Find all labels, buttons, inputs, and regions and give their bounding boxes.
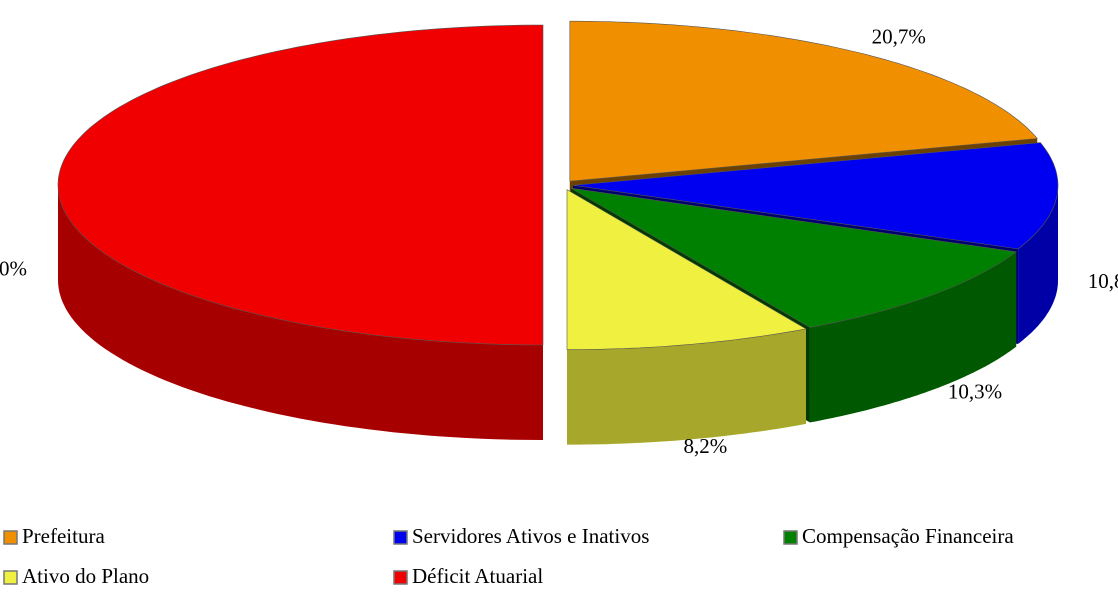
legend-swatch [3, 530, 18, 545]
slice-side [1018, 185, 1058, 344]
legend-label: Servidores Ativos e Inativos [412, 524, 649, 548]
slice-side [567, 328, 806, 445]
slice [570, 187, 1017, 328]
legend-swatch [3, 570, 18, 585]
slice [566, 189, 807, 350]
legend-swatch [393, 570, 408, 585]
legend-label: Déficit Atuarial [412, 564, 543, 588]
legend-label: Ativo do Plano [22, 564, 149, 588]
legend-swatch [393, 530, 408, 545]
value-label: 10,3% [948, 379, 1002, 403]
legend-label: Prefeitura [22, 524, 105, 548]
value-label: 50,0% [0, 256, 27, 280]
legend-swatch [783, 530, 798, 545]
slice-side-shade [567, 328, 806, 445]
slice-side [809, 251, 1017, 423]
slice-side-shade [58, 185, 543, 440]
slice [572, 142, 1059, 250]
slice [569, 20, 1038, 182]
slice [57, 24, 544, 346]
value-label: 10,8% [1088, 269, 1118, 293]
value-label: 8,2% [684, 434, 728, 458]
legend-label: Compensação Financeira [802, 524, 1014, 548]
slice-side-shade [809, 251, 1017, 423]
value-label: 20,7% [872, 24, 926, 48]
slice-side-shade [1018, 185, 1058, 344]
slice-side [58, 185, 543, 440]
